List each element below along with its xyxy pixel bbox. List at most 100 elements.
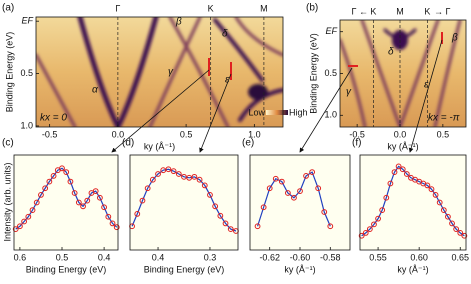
data-point — [461, 232, 468, 239]
x-axis-label: ky (Å⁻¹) — [387, 141, 418, 151]
data-point — [196, 176, 203, 183]
data-point — [375, 215, 381, 222]
data-point — [278, 178, 285, 185]
data-point — [134, 211, 141, 217]
data-point — [362, 230, 369, 236]
data-point — [387, 180, 394, 187]
data-point — [303, 173, 309, 179]
symmetry-label: M — [260, 3, 268, 13]
y-axis-label: Binding Energy (eV) — [308, 33, 318, 114]
panel-label: (f) — [352, 138, 361, 149]
panel-label: (d) — [122, 138, 134, 149]
data-point — [46, 178, 53, 185]
edge-label: Γ ← — [352, 6, 368, 16]
colorbar-label: Low — [248, 107, 265, 117]
plot-area — [250, 155, 350, 250]
data-point — [170, 168, 177, 175]
data-point — [327, 223, 334, 230]
edge-label: → Γ — [434, 6, 451, 16]
data-point — [391, 169, 398, 176]
x-tick-label: -0.62 — [259, 252, 280, 262]
data-point — [432, 192, 439, 198]
data-point — [254, 223, 261, 230]
y-tick-label: EF — [21, 16, 33, 26]
y-tick-label: 0.5 — [20, 68, 33, 78]
data-point — [105, 213, 112, 220]
y-tick-label: 1.0 — [20, 120, 33, 130]
data-point — [42, 185, 49, 192]
y-tick-label: 1.0 — [324, 110, 337, 120]
data-point — [227, 226, 234, 233]
panel-frame — [129, 154, 239, 251]
data-point — [428, 186, 435, 193]
x-axis-label: ky (Å⁻¹) — [144, 141, 175, 151]
data-point — [16, 223, 23, 230]
panel-frame — [13, 154, 119, 251]
data-point — [175, 171, 182, 177]
data-point — [96, 194, 103, 201]
plot-area — [130, 155, 238, 250]
data-point — [358, 232, 365, 239]
data-point — [266, 185, 273, 192]
x-axis-label: ky (Å⁻¹) — [397, 264, 428, 274]
heatmap-b — [340, 20, 466, 127]
x-tick-label: -0.60 — [290, 252, 311, 262]
panel-label: (e) — [242, 138, 254, 149]
data-point — [59, 165, 65, 172]
data-point — [186, 174, 193, 181]
data-point — [399, 166, 406, 173]
data-point — [201, 182, 208, 189]
shared-y-label: Intensity (arb. units) — [2, 162, 12, 241]
colorbar-label: High — [289, 107, 308, 117]
annotation: ε — [424, 80, 429, 91]
data-point — [38, 192, 44, 198]
data-point — [297, 188, 303, 195]
x-tick-label: 0.6 — [14, 252, 27, 262]
x-tick-label: 0.0 — [394, 129, 407, 139]
data-point — [457, 230, 464, 236]
x-axis-label: Binding Energy (eV) — [26, 264, 107, 274]
annotation: δ — [388, 47, 394, 58]
data-point — [379, 207, 386, 214]
data-point — [29, 207, 36, 214]
data-point — [291, 194, 297, 201]
y-axis-label: Binding Energy (eV) — [4, 32, 14, 113]
annotation: kx = -π — [428, 113, 460, 124]
data-point — [92, 188, 99, 195]
panel-label: (c) — [2, 138, 14, 149]
x-axis-label: ky (Å⁻¹) — [284, 264, 315, 274]
plot-area — [360, 155, 466, 250]
x-tick-label: 0.55 — [369, 252, 387, 262]
x-tick-label: 0.60 — [410, 252, 428, 262]
data-point — [222, 220, 229, 227]
data-point — [309, 169, 316, 176]
annotation: α — [92, 85, 98, 96]
fit-line — [131, 168, 237, 232]
x-tick-label: 0.65 — [451, 252, 469, 262]
x-tick-label: 0.4 — [98, 252, 111, 262]
data-point — [453, 226, 460, 233]
data-point — [113, 224, 120, 231]
data-point — [139, 197, 146, 204]
annotation: kx = 0 — [40, 113, 67, 124]
data-point — [272, 175, 279, 182]
data-point — [84, 197, 91, 204]
x-tick-label: 0.5 — [56, 252, 69, 262]
data-point — [67, 178, 74, 185]
annotation: ε — [225, 75, 230, 86]
annotation: β — [175, 17, 182, 28]
data-point — [217, 212, 224, 219]
data-point — [191, 173, 198, 180]
data-point — [75, 199, 82, 206]
data-point — [321, 209, 328, 215]
data-point — [366, 226, 373, 233]
data-point — [395, 163, 402, 170]
x-axis-label: Binding Energy (eV) — [144, 264, 225, 274]
x-tick-label: 0.5 — [180, 129, 193, 139]
data-point — [149, 176, 156, 183]
data-point — [160, 167, 167, 174]
panel-frame — [35, 16, 284, 128]
x-tick-label: 0.0 — [112, 129, 125, 139]
data-point — [371, 221, 377, 228]
panel-frame — [249, 154, 351, 251]
